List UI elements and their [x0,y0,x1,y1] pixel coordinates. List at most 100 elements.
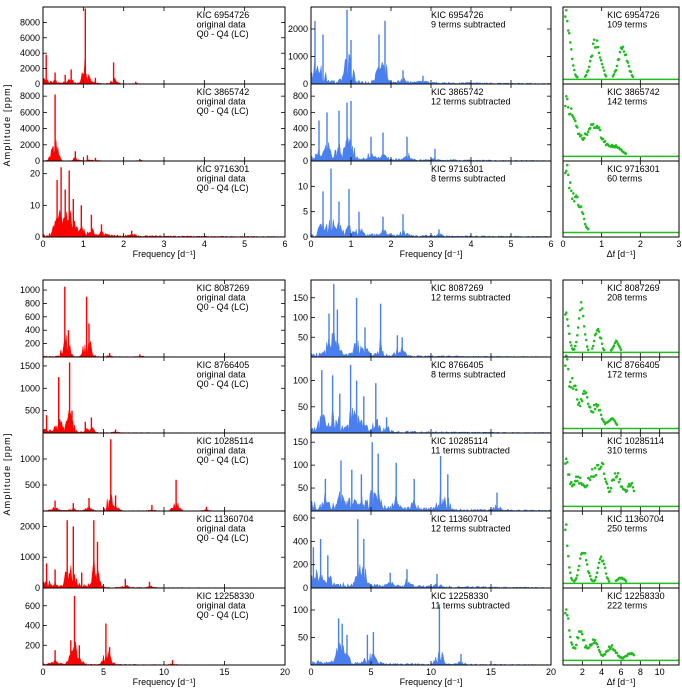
y-tick-label: 20 [30,169,40,179]
autocorr-point [632,489,636,493]
panel-annotation: KIC 8087269 [607,283,660,293]
autocorr-point [568,186,571,190]
x-axis-label: Δf [d⁻¹] [607,249,636,259]
panel-annotation: 250 terms [607,524,648,534]
x-tick-label: 1 [348,239,353,249]
autocorr-point [579,205,583,208]
panel-frame [562,587,680,666]
autocorr-point [615,651,619,655]
autocorr-point [588,478,592,482]
autocorr-point [586,402,590,406]
autocorr-point [604,480,608,484]
y-tick-label: 600 [293,107,308,117]
y-tick-label: 0 [303,232,308,242]
autocorr-point [568,629,571,632]
autocorr-point [592,339,596,343]
autocorr-point [610,644,614,647]
autocorr-point [602,472,606,476]
x-tick-label: 2 [580,667,585,677]
autocorr-point [569,112,572,116]
autocorr-point [594,575,598,579]
y-tick-label: 0 [35,583,40,593]
panel-annotation: KIC 11360704 [607,514,664,524]
autocorr-point [618,50,622,54]
autocorr-point [590,54,594,57]
autocorr-point [591,42,595,45]
autocorr-point [615,64,619,68]
autocorr-point [618,477,622,481]
autocorr-point [602,420,606,424]
panel-annotation: KIC 9716301 [607,164,660,174]
autocorr-point [601,66,605,69]
autocorr-point [580,307,584,310]
autocorr-point [575,340,578,344]
autocorr-point [619,348,623,352]
spectrum-area [42,560,286,589]
x-tick-label: 4 [599,667,604,677]
panel-annotation: 142 terms [607,97,648,107]
x-tick-label: 10 [655,667,665,677]
x-tick-label: 15 [486,667,496,677]
y-tick-label: 8000 [20,91,40,101]
autocorr-point [597,561,601,565]
panel-annotation: KIC 8766405 [197,360,250,370]
y-tick-label: 0 [303,583,308,593]
autocorr-point [624,152,628,155]
panel-annotation: 172 terms [607,370,648,380]
autocorr-point [566,318,569,321]
panel-annotation: Q0 - Q4 (LC) [197,106,249,116]
autocorr-point [591,344,595,348]
panel-annotation: 109 terms [607,20,648,30]
x-axis-label: Frequency [d⁻¹] [133,249,196,259]
autocorr-point [570,386,573,389]
autocorr-point [564,104,567,108]
autocorr-point [580,632,584,636]
panel-annotation: KIC 12258330 [431,591,489,601]
panel-annotation: Q0 - Q4 (LC) [197,610,249,620]
autocorr-point [565,95,568,98]
panel-annotation: original data [197,601,246,611]
y-tick-label: 0 [303,156,308,166]
panel-annotation: KIC 3865742 [431,87,484,97]
panel-annotation: KIC 6954726 [431,10,484,20]
autocorr-point [570,576,573,580]
autocorr-point [570,641,573,644]
autocorr-point [587,571,591,575]
x-tick-label: 5 [368,667,373,677]
y-tick-label: 50 [298,483,308,493]
y-tick-label: 600 [293,513,308,523]
x-tick-label: 20 [280,667,290,677]
x-tick-label: 1 [81,239,86,249]
x-tick-label: 3 [676,239,681,249]
panel-annotation: KIC 8766405 [607,360,660,370]
autocorr-point [564,171,567,175]
autocorr-point [588,126,592,130]
y-tick-label: 150 [293,437,308,447]
y-tick-label: 100 [293,313,308,323]
autocorr-point [612,73,616,76]
autocorr-point [587,646,591,649]
y-tick-label: 50 [298,402,308,412]
panel-frame [310,587,552,666]
autocorr-point [576,403,580,406]
x-axis-label: Frequency [d⁻¹] [400,677,463,687]
autocorr-point [614,68,618,72]
autocorr-point [595,642,599,646]
panel-annotation: Q0 - Q4 (LC) [197,455,249,465]
autocorr-point [593,578,597,582]
autocorr-point [578,404,582,408]
autocorr-point [568,332,571,336]
spectrum-area [310,329,552,358]
autocorr-point [579,301,583,304]
x-tick-label: 0 [308,667,313,677]
panel-annotation: 9 terms subtracted [431,20,506,30]
autocorr-point [603,140,607,143]
panel-annotation: 11 terms subtracted [431,446,510,456]
autocorr-point [567,324,570,328]
y-tick-label: 10 [30,200,40,210]
